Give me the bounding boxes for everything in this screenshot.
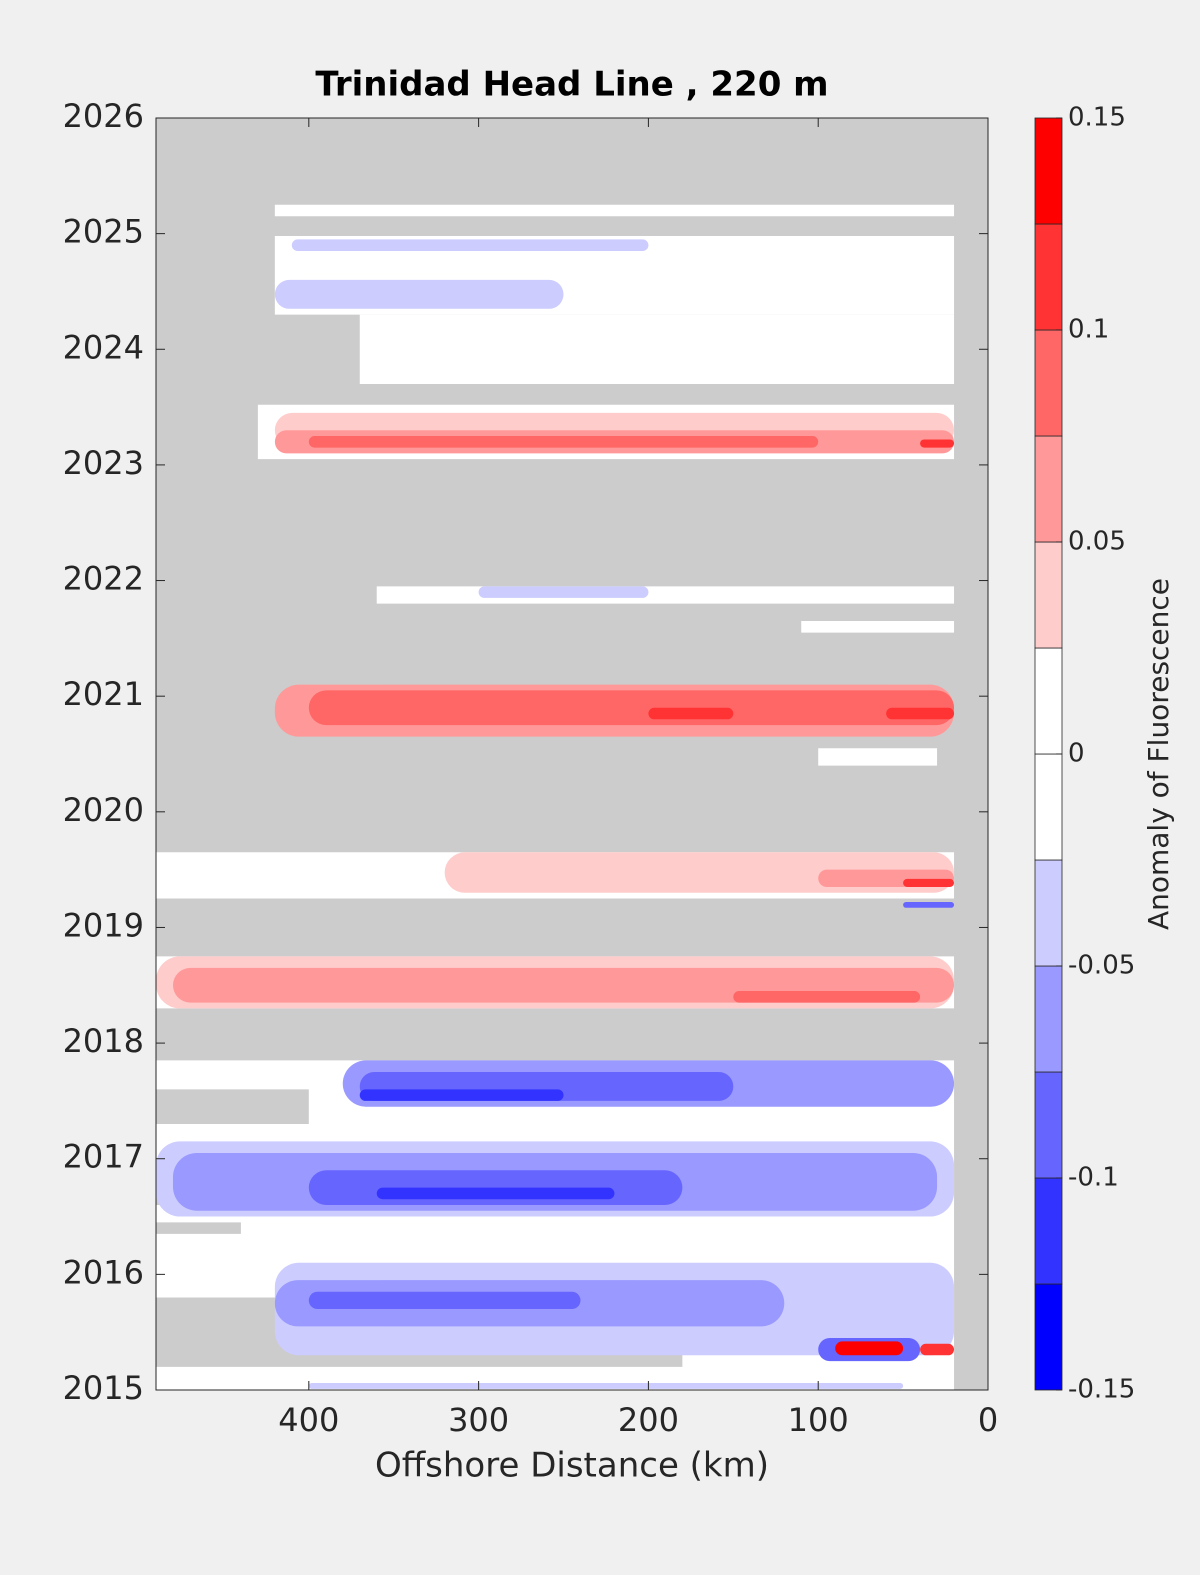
x-axis-label: Offshore Distance (km) xyxy=(375,1446,769,1486)
y-tick-label: 2018 xyxy=(63,1022,144,1060)
axes-box xyxy=(155,117,989,1391)
contour-region xyxy=(156,1089,309,1125)
contour-region xyxy=(376,1187,615,1200)
contour-region xyxy=(903,878,955,887)
contour-region xyxy=(835,1341,904,1356)
y-tick-label: 2024 xyxy=(63,328,144,366)
x-tick-label: 0 xyxy=(978,1401,998,1439)
chart-title: Trinidad Head Line , 220 m xyxy=(315,65,828,105)
y-tick-label: 2025 xyxy=(63,213,144,251)
y-tick-label: 2019 xyxy=(63,906,144,944)
colorbar-band xyxy=(1034,1177,1063,1285)
colorbar-tick-label: 0.15 xyxy=(1068,103,1126,133)
x-tick-label: 200 xyxy=(618,1401,679,1439)
contour-region xyxy=(886,707,955,720)
colorbar-band xyxy=(1034,753,1063,861)
y-tick-label: 2020 xyxy=(63,791,144,829)
contour-region xyxy=(156,1222,241,1234)
colorbar-band xyxy=(1034,329,1063,437)
contour-region xyxy=(274,204,955,217)
contour-region xyxy=(274,279,564,309)
y-tick-label: 2022 xyxy=(63,560,144,598)
contour-region xyxy=(648,707,734,720)
contour-region xyxy=(359,1089,564,1101)
contour-region xyxy=(818,748,938,766)
contour-region xyxy=(801,621,955,633)
colorbar-label: Anomaly of Fluorescence xyxy=(1142,578,1175,930)
contour-region xyxy=(359,314,955,384)
contour-region xyxy=(733,991,921,1003)
contour-region xyxy=(308,436,819,448)
colorbar-tick-label: 0.05 xyxy=(1068,527,1126,557)
colorbar-band xyxy=(1034,541,1063,649)
colorbar-tick-label: 0.1 xyxy=(1068,315,1109,345)
y-tick-label: 2017 xyxy=(63,1138,144,1176)
y-tick-label: 2015 xyxy=(63,1369,144,1407)
contour-region xyxy=(903,902,955,908)
x-tick-label: 100 xyxy=(788,1401,849,1439)
contour-region xyxy=(291,239,649,251)
contour-region xyxy=(920,1343,955,1356)
colorbar-band xyxy=(1034,435,1063,543)
colorbar-band xyxy=(1034,859,1063,967)
contour-region xyxy=(308,690,955,726)
contour-region xyxy=(308,1291,581,1310)
colorbar-tick-label: -0.05 xyxy=(1068,951,1135,981)
y-tick-label: 2021 xyxy=(63,675,144,713)
plot-area xyxy=(156,118,988,1390)
colorbar-tick-label: 0 xyxy=(1068,739,1085,769)
colorbar-band xyxy=(1034,647,1063,755)
x-tick-label: 400 xyxy=(278,1401,339,1439)
x-tick-label: 300 xyxy=(448,1401,509,1439)
y-tick-label: 2016 xyxy=(63,1253,144,1291)
colorbar-band xyxy=(1034,965,1063,1073)
y-tick-label: 2023 xyxy=(63,444,144,482)
contour-region xyxy=(920,439,955,448)
axes: 400 300 200 100 0 2015 2016 2017 2018 2019 2020 202… xyxy=(63,97,1136,1439)
contour-region xyxy=(376,586,955,604)
y-tick-label: 2026 xyxy=(63,97,144,135)
colorbar-band xyxy=(1034,117,1063,225)
colorbar-band xyxy=(1034,1071,1063,1179)
colorbar-tick-label: -0.1 xyxy=(1068,1163,1119,1193)
contour-region xyxy=(478,586,649,598)
contour-region xyxy=(308,1383,904,1389)
colorbar-band xyxy=(1034,223,1063,331)
colorbar-tick-label: -0.15 xyxy=(1068,1375,1135,1405)
colorbar-band xyxy=(1034,1283,1063,1391)
